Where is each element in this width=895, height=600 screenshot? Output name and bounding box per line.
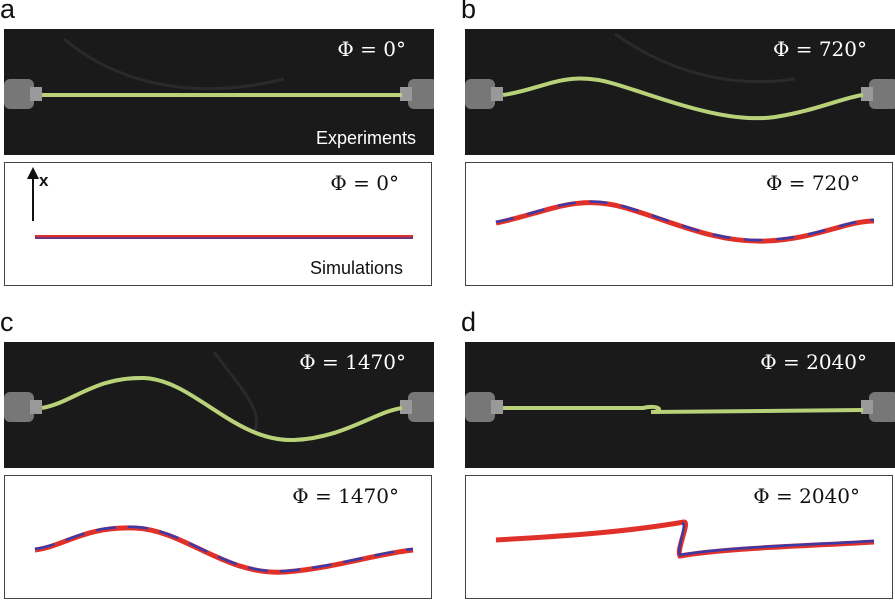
- simulation-image: Φ = 1470°: [4, 475, 432, 599]
- panel-d: d Φ = 2040° Φ = 2040°: [461, 307, 895, 599]
- experiment-photo: [465, 32, 895, 121]
- simulation-image: Φ = 2040°: [465, 475, 893, 599]
- phi-label-simulation: Φ = 1470°: [292, 484, 399, 508]
- phi-label-experiment: Φ = 2040°: [760, 350, 867, 374]
- simulation-image: x Φ = 0° Simulations: [4, 162, 432, 286]
- experiment-image: Φ = 720°: [465, 29, 895, 155]
- clamp-right-icon: [861, 79, 895, 109]
- experiment-image: Φ = 0° Experiments: [4, 29, 434, 155]
- phi-label-experiment: Φ = 0°: [337, 37, 406, 61]
- phi-label-experiment: Φ = 1470°: [299, 350, 406, 374]
- simulation-plot: [34, 525, 414, 575]
- rod-simulation-red: [495, 519, 875, 559]
- phi-label-simulation: Φ = 0°: [330, 171, 399, 195]
- experiments-caption: Experiments: [315, 128, 416, 148]
- panel-letter: a: [0, 0, 16, 24]
- arrow-head-icon: [27, 167, 39, 179]
- simulation-plot: [495, 519, 875, 559]
- rod-simulation-blue: [677, 521, 875, 557]
- panel-b: b Φ = 720° Φ = 720°: [461, 0, 895, 286]
- experiment-image: Φ = 1470°: [4, 342, 434, 468]
- rod-simulation-red: [34, 525, 414, 575]
- panel-letter: b: [461, 0, 477, 24]
- rod-experiment: [41, 375, 403, 443]
- clamp-right-icon: [400, 392, 434, 422]
- phi-label-experiment: Φ = 720°: [772, 37, 867, 61]
- phi-label-simulation: Φ = 720°: [765, 171, 860, 195]
- clamp-left-icon: [4, 392, 42, 422]
- experiment-image: Φ = 2040°: [465, 342, 895, 468]
- clamp-left-icon: [465, 79, 503, 109]
- phi-label-simulation: Φ = 2040°: [753, 484, 860, 508]
- rod-simulation-blue: [34, 525, 414, 573]
- panel-a: a Φ = 0° Experiments x Φ = 0° Simulation…: [0, 0, 437, 286]
- axis-x-label: x: [39, 171, 49, 190]
- clamp-right-icon: [400, 79, 434, 109]
- experiment-photo: [465, 392, 895, 422]
- simulation-image: Φ = 720°: [465, 162, 893, 286]
- panel-letter: d: [461, 307, 477, 337]
- simulation-plot: [495, 200, 875, 244]
- simulations-caption: Simulations: [309, 258, 403, 278]
- rod-simulation-blue: [495, 200, 875, 242]
- experiment-photo: [4, 351, 434, 443]
- clamp-right-icon: [861, 392, 895, 422]
- rod-experiment: [502, 76, 864, 121]
- simulation-plot: [27, 167, 413, 239]
- experiment-photo: [4, 37, 434, 109]
- rod-simulation-red: [495, 200, 875, 244]
- clamp-left-icon: [4, 79, 42, 109]
- panel-c: c Φ = 1470° Φ = 1470°: [0, 307, 437, 599]
- clamp-left-icon: [465, 392, 503, 422]
- rod-experiment: [503, 404, 864, 414]
- panel-letter: c: [0, 307, 14, 337]
